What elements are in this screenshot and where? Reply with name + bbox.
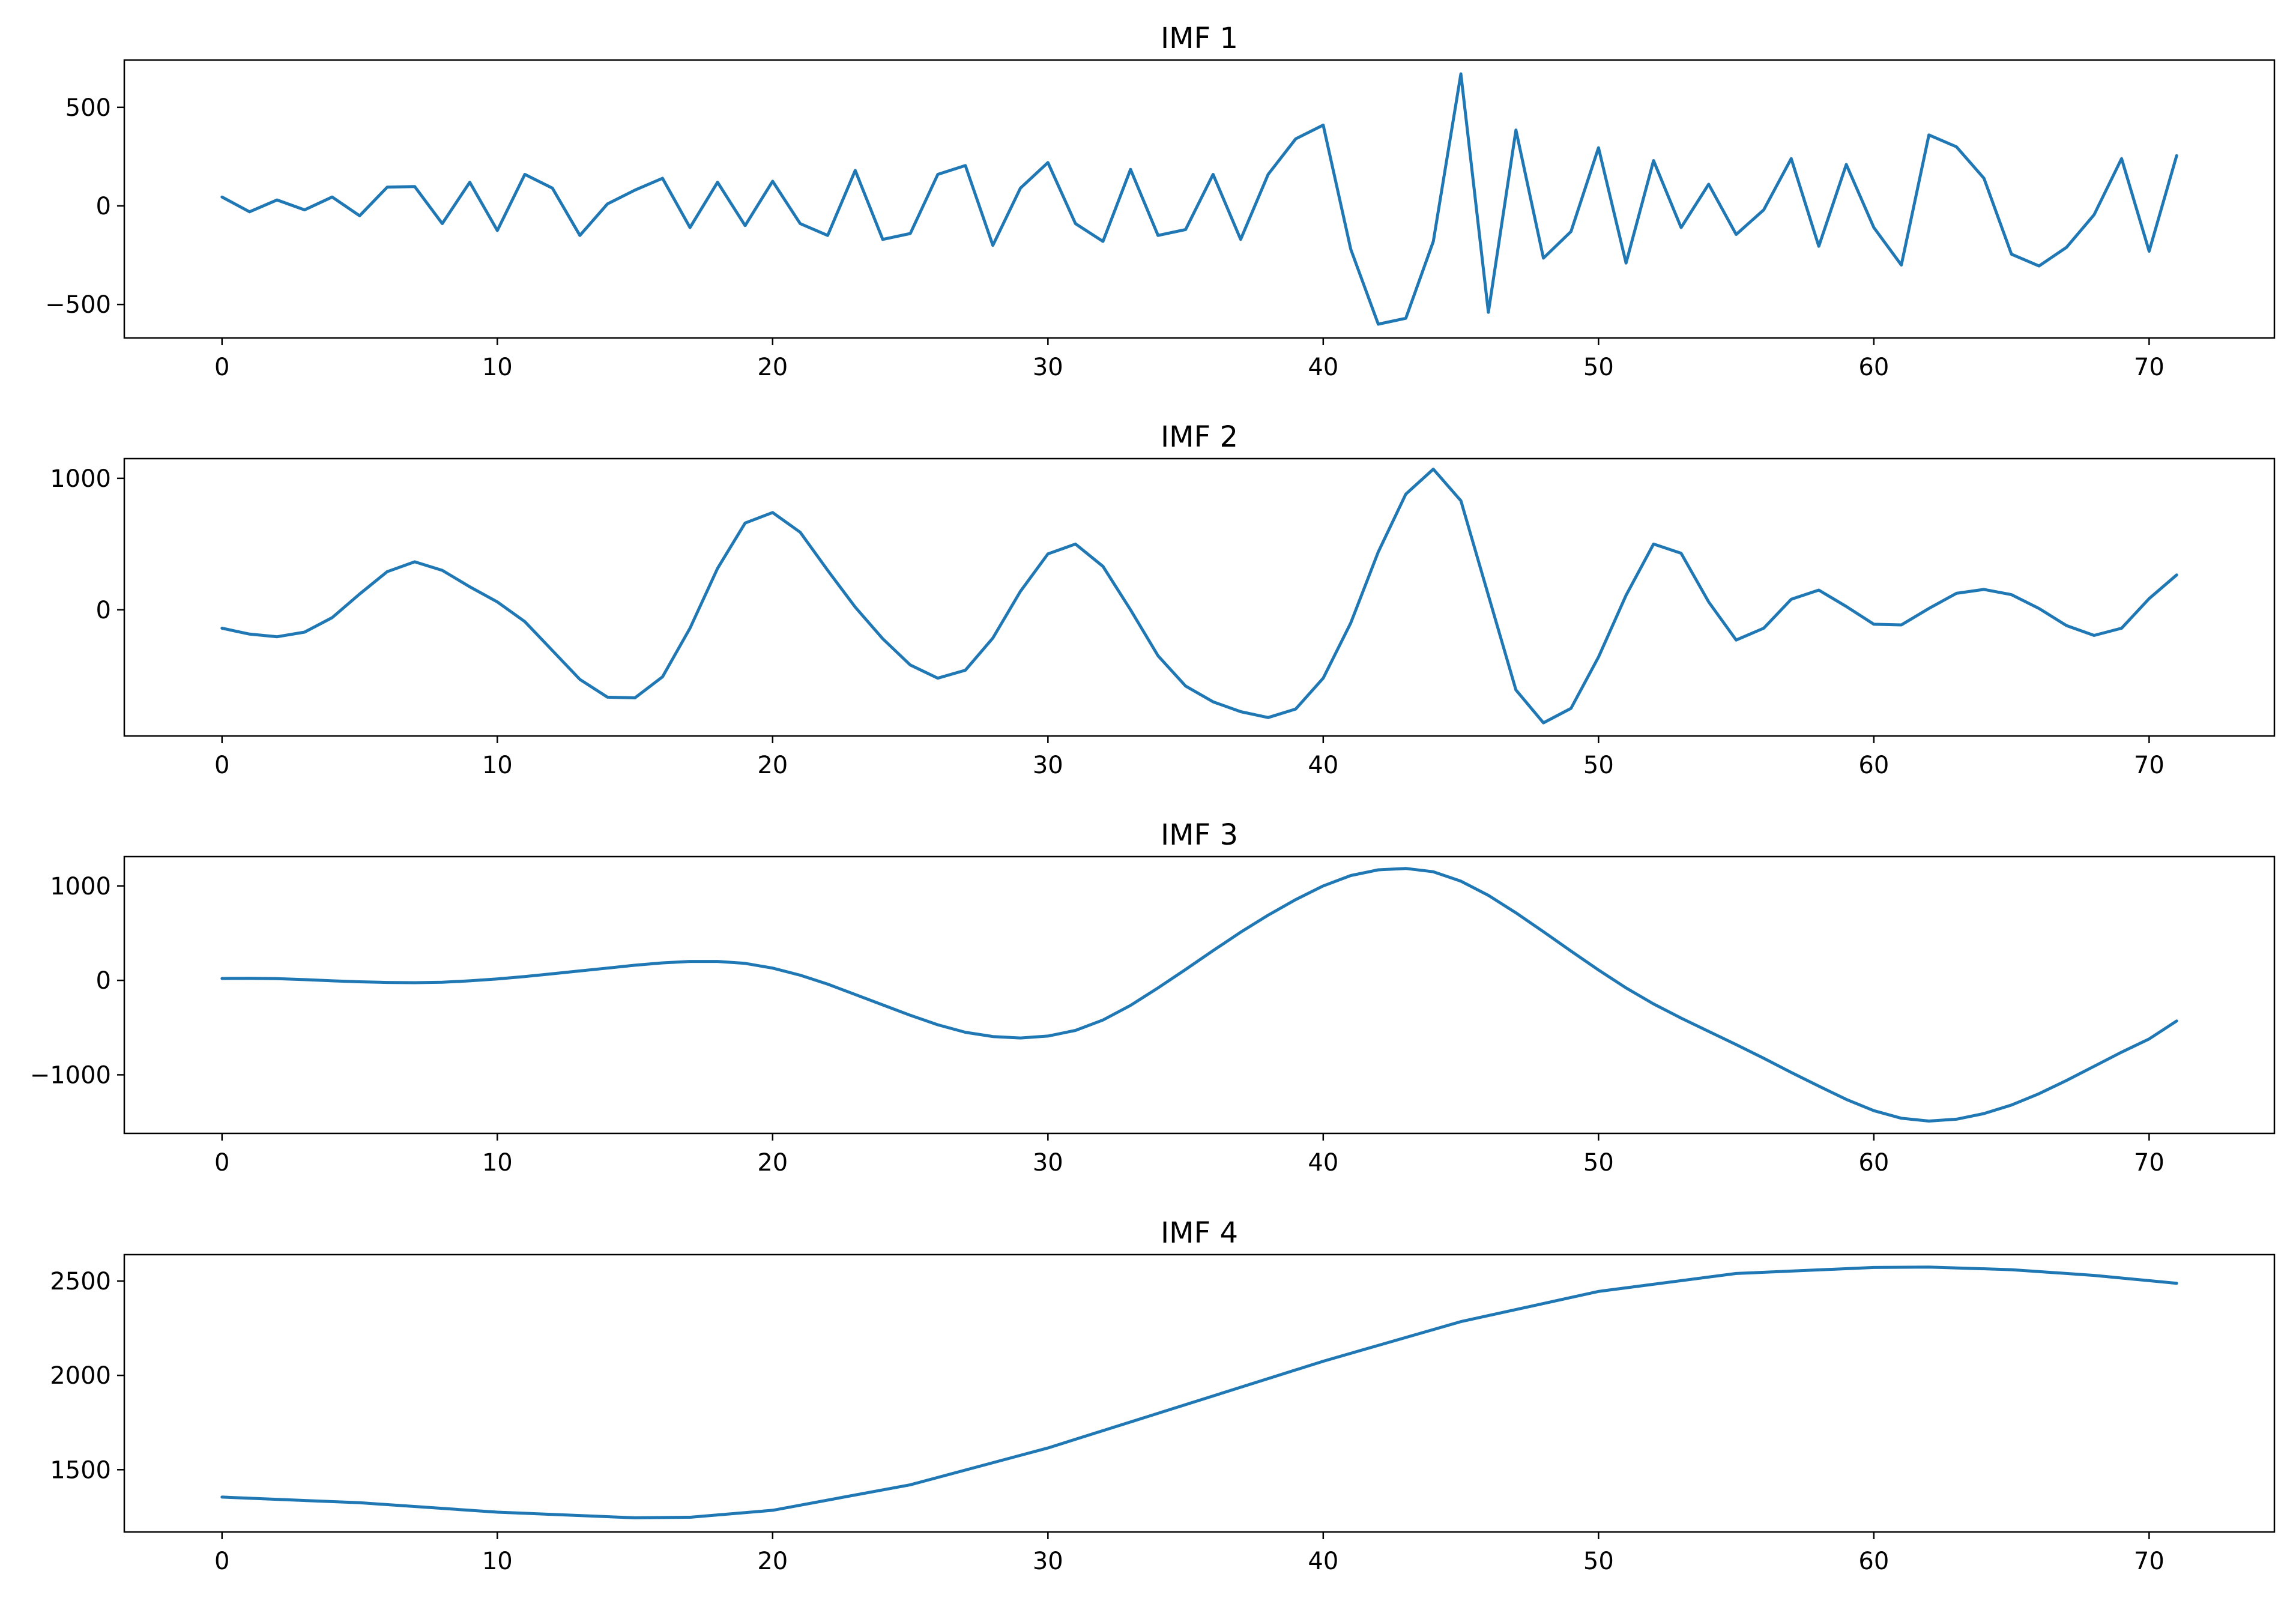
subplot-imf-4: IMF 4 0 10 20 30 40 50 60 70 1500 2000 2500	[50, 1216, 2276, 1575]
x-tick-label: 20	[757, 1548, 788, 1575]
x-tick-label: 0	[214, 752, 229, 779]
x-tick-label: 0	[214, 1149, 229, 1177]
chart-title-imf-4: IMF 4	[1161, 1216, 1238, 1250]
x-tick-label: 70	[2134, 354, 2165, 381]
axes-frame	[123, 59, 2276, 339]
y-tick-label: 500	[65, 94, 111, 122]
x-tick-label: 70	[2134, 752, 2165, 779]
x-tick-label: 60	[1858, 1548, 1889, 1575]
y-tick-label: 1500	[50, 1456, 111, 1484]
y-tick-label: 1000	[50, 465, 111, 493]
y-tick-label: 0	[96, 967, 111, 995]
x-tick-label: 50	[1583, 752, 1614, 779]
x-tick-label: 50	[1583, 1149, 1614, 1177]
y-tick-label: −500	[45, 291, 111, 319]
axes-frame	[123, 457, 2276, 737]
x-tick-label: 20	[757, 1149, 788, 1177]
x-tick-label: 50	[1583, 1548, 1614, 1575]
x-tick-label: 70	[2134, 1548, 2165, 1575]
y-tick-label: 0	[96, 597, 111, 624]
x-tick-label: 10	[482, 1149, 513, 1177]
subplot-imf-2: IMF 2 0 10 20 30 40 50 60 70 0 1000	[50, 420, 2276, 779]
x-tick-label: 10	[482, 1548, 513, 1575]
x-tick-label: 30	[1033, 1149, 1063, 1177]
x-tick-label: 60	[1858, 1149, 1889, 1177]
y-tick-label: 1000	[50, 873, 111, 900]
subplot-imf-1: IMF 1 0 10 20 30 40 50 60 70 −500 0 500	[45, 22, 2276, 381]
series-line	[220, 867, 2178, 1123]
x-tick-label: 30	[1033, 354, 1063, 381]
chart-title-imf-3: IMF 3	[1161, 818, 1238, 852]
x-tick-label: 30	[1033, 1548, 1063, 1575]
x-tick-label: 20	[757, 354, 788, 381]
x-tick-label: 60	[1858, 354, 1889, 381]
chart-title-imf-2: IMF 2	[1161, 420, 1238, 454]
y-tick-label: 0	[96, 193, 111, 220]
y-tick-label: 2500	[50, 1268, 111, 1295]
axes-frame	[123, 855, 2276, 1135]
x-tick-label: 40	[1308, 752, 1338, 779]
x-tick-label: 40	[1308, 1548, 1338, 1575]
x-tick-label: 40	[1308, 1149, 1338, 1177]
x-tick-label: 20	[757, 752, 788, 779]
subplot-imf-3: IMF 3 0 10 20 30 40 50 60 70 −1000 0 1000	[30, 818, 2276, 1177]
x-tick-label: 0	[214, 354, 229, 381]
series-line	[220, 72, 2178, 326]
x-tick-label: 10	[482, 752, 513, 779]
series-line	[220, 468, 2178, 725]
x-tick-label: 40	[1308, 354, 1338, 381]
series-line	[220, 1265, 2178, 1519]
x-tick-label: 10	[482, 354, 513, 381]
chart-title-imf-1: IMF 1	[1161, 22, 1238, 55]
x-tick-label: 60	[1858, 752, 1889, 779]
axes-frame	[123, 1253, 2276, 1533]
x-tick-label: 50	[1583, 354, 1614, 381]
y-tick-label: 2000	[50, 1362, 111, 1390]
x-tick-label: 0	[214, 1548, 229, 1575]
y-tick-label: −1000	[30, 1061, 111, 1089]
x-tick-label: 70	[2134, 1149, 2165, 1177]
x-tick-label: 30	[1033, 752, 1063, 779]
